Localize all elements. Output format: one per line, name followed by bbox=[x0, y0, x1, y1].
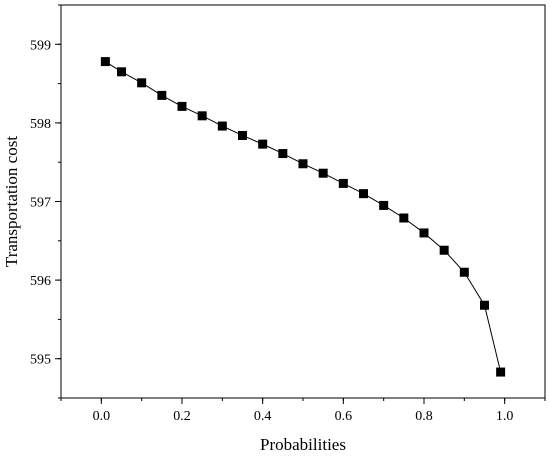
data-point bbox=[419, 228, 429, 238]
data-point bbox=[338, 178, 348, 188]
y-axis-title: Transportation cost bbox=[2, 136, 21, 267]
data-point bbox=[177, 101, 187, 111]
x-axis: 0.0 0.2 0.4 0.6 0.8 1.0 bbox=[60, 398, 546, 424]
data-point bbox=[137, 78, 147, 88]
data-point bbox=[496, 367, 506, 377]
y-tick-label: 595 bbox=[30, 353, 51, 368]
data-point bbox=[318, 168, 328, 178]
data-point bbox=[157, 90, 167, 100]
y-tick-label: 598 bbox=[30, 117, 51, 132]
data-point bbox=[197, 111, 207, 121]
data-point bbox=[100, 57, 110, 67]
x-tick-label: 1.0 bbox=[496, 409, 514, 424]
plot-frame bbox=[60, 4, 546, 399]
y-tick-label: 599 bbox=[30, 38, 51, 53]
y-tick-label: 596 bbox=[30, 274, 51, 289]
series-markers bbox=[100, 57, 506, 377]
x-tick-label: 0.8 bbox=[415, 409, 433, 424]
data-point bbox=[379, 200, 389, 210]
data-point bbox=[480, 300, 489, 310]
data-point bbox=[117, 67, 126, 77]
data-point bbox=[459, 267, 469, 277]
data-point bbox=[258, 139, 268, 149]
series-line bbox=[105, 61, 502, 373]
data-point bbox=[359, 189, 368, 199]
data-point bbox=[298, 159, 308, 169]
data-point bbox=[217, 121, 227, 131]
y-axis: 595 596 597 598 599 bbox=[30, 4, 61, 399]
data-point bbox=[278, 149, 288, 159]
data-point bbox=[439, 245, 449, 255]
x-tick-label: 0.2 bbox=[173, 409, 191, 424]
x-tick-label: 0.4 bbox=[254, 409, 272, 424]
data-point bbox=[399, 213, 409, 223]
data-point bbox=[238, 130, 247, 140]
y-tick-label: 597 bbox=[30, 196, 51, 211]
x-axis-title: Probabilities bbox=[260, 435, 346, 454]
x-tick-label: 0.6 bbox=[335, 409, 353, 424]
x-tick-label: 0.0 bbox=[93, 409, 111, 424]
